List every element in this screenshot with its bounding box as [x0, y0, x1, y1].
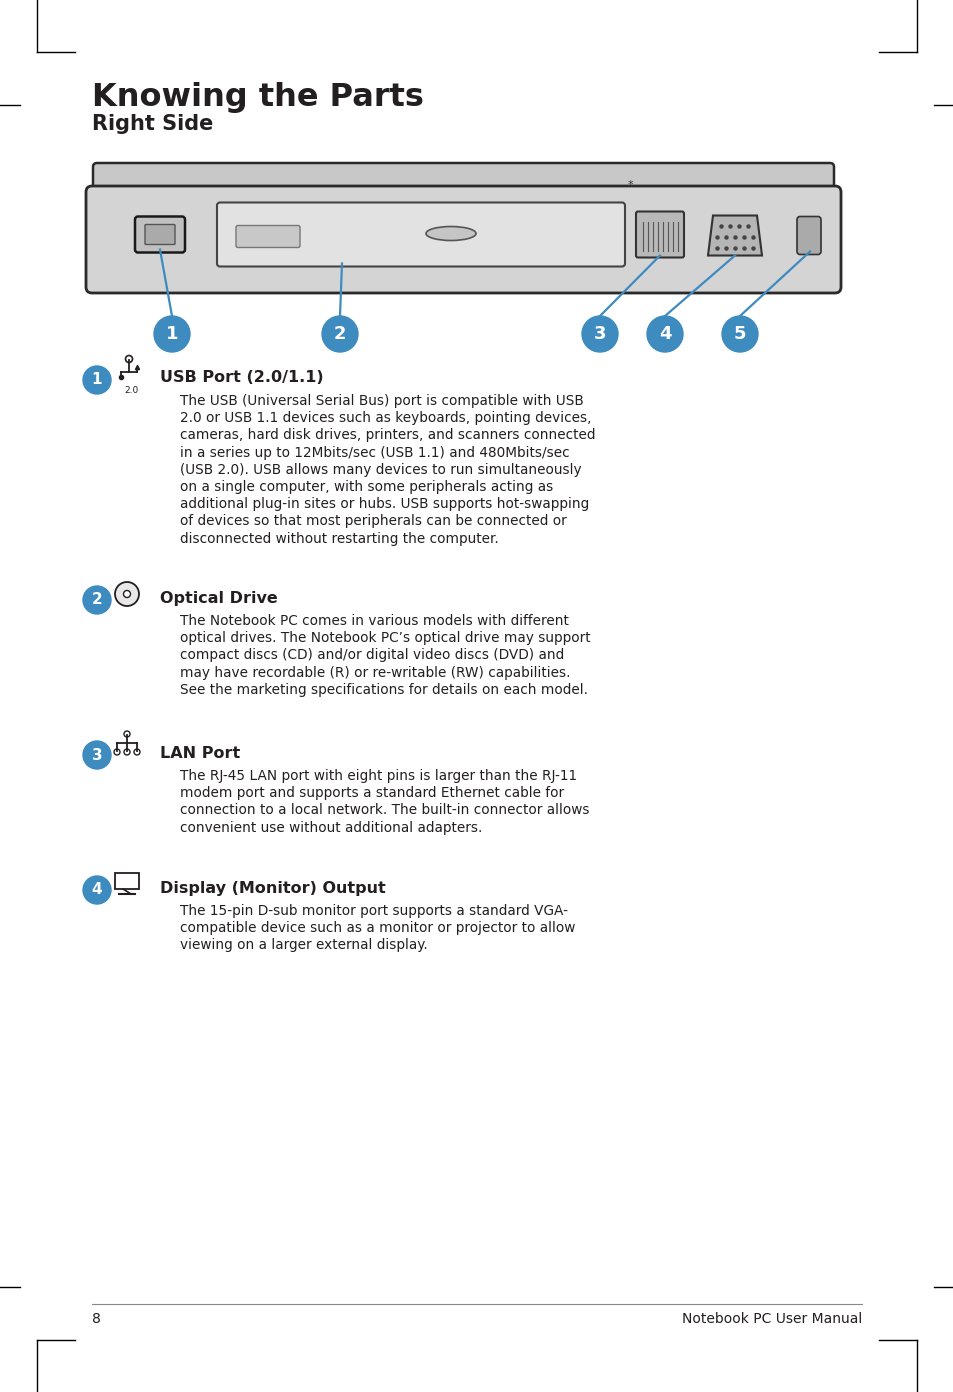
Text: See the marketing specifications for details on each model.: See the marketing specifications for det… — [180, 683, 587, 697]
Text: connection to a local network. The built-in connector allows: connection to a local network. The built… — [180, 803, 589, 817]
Polygon shape — [707, 216, 761, 256]
Text: optical drives. The Notebook PC’s optical drive may support: optical drives. The Notebook PC’s optica… — [180, 631, 590, 646]
Circle shape — [83, 586, 111, 614]
Text: 4: 4 — [91, 883, 102, 898]
Text: disconnected without restarting the computer.: disconnected without restarting the comp… — [180, 532, 498, 546]
Circle shape — [153, 316, 190, 352]
Text: compatible device such as a monitor or projector to allow: compatible device such as a monitor or p… — [180, 922, 575, 935]
Text: convenient use without additional adapters.: convenient use without additional adapte… — [180, 821, 482, 835]
Text: modem port and supports a standard Ethernet cable for: modem port and supports a standard Ether… — [180, 786, 563, 800]
FancyBboxPatch shape — [92, 163, 833, 205]
Text: 1: 1 — [166, 324, 178, 342]
Text: 1: 1 — [91, 373, 102, 387]
Circle shape — [124, 749, 130, 754]
Text: USB Port (2.0/1.1): USB Port (2.0/1.1) — [160, 370, 323, 386]
Circle shape — [115, 582, 139, 606]
Text: 2: 2 — [91, 593, 102, 607]
Text: of devices so that most peripherals can be connected or: of devices so that most peripherals can … — [180, 515, 566, 529]
Text: The Notebook PC comes in various models with different: The Notebook PC comes in various models … — [180, 614, 568, 628]
FancyBboxPatch shape — [86, 187, 841, 292]
FancyBboxPatch shape — [796, 217, 821, 255]
Circle shape — [133, 749, 140, 754]
Ellipse shape — [426, 227, 476, 241]
FancyBboxPatch shape — [235, 226, 299, 248]
Text: viewing on a larger external display.: viewing on a larger external display. — [180, 938, 427, 952]
Circle shape — [124, 731, 130, 736]
Text: *: * — [626, 180, 632, 189]
Text: The USB (Universal Serial Bus) port is compatible with USB: The USB (Universal Serial Bus) port is c… — [180, 394, 583, 408]
Text: cameras, hard disk drives, printers, and scanners connected: cameras, hard disk drives, printers, and… — [180, 429, 595, 443]
FancyBboxPatch shape — [145, 224, 174, 245]
Text: Display (Monitor) Output: Display (Monitor) Output — [160, 881, 385, 895]
Circle shape — [83, 366, 111, 394]
FancyBboxPatch shape — [216, 202, 624, 266]
Circle shape — [721, 316, 758, 352]
Text: 4: 4 — [659, 324, 671, 342]
FancyBboxPatch shape — [135, 217, 185, 252]
Text: 8: 8 — [91, 1313, 101, 1327]
Circle shape — [646, 316, 682, 352]
FancyBboxPatch shape — [636, 212, 683, 258]
Circle shape — [581, 316, 618, 352]
Text: Optical Drive: Optical Drive — [160, 590, 277, 606]
Text: in a series up to 12Mbits/sec (USB 1.1) and 480Mbits/sec: in a series up to 12Mbits/sec (USB 1.1) … — [180, 445, 569, 459]
Text: Right Side: Right Side — [91, 114, 213, 134]
Text: The 15-pin D-sub monitor port supports a standard VGA-: The 15-pin D-sub monitor port supports a… — [180, 903, 567, 917]
Text: (USB 2.0). USB allows many devices to run simultaneously: (USB 2.0). USB allows many devices to ru… — [180, 462, 581, 477]
Text: 2.0: 2.0 — [124, 386, 138, 395]
Text: may have recordable (R) or re-writable (RW) capabilities.: may have recordable (R) or re-writable (… — [180, 665, 570, 679]
Text: Knowing the Parts: Knowing the Parts — [91, 82, 423, 113]
Text: 2: 2 — [334, 324, 346, 342]
Text: compact discs (CD) and/or digital video discs (DVD) and: compact discs (CD) and/or digital video … — [180, 649, 563, 663]
Text: 5: 5 — [733, 324, 745, 342]
Circle shape — [83, 876, 111, 903]
Text: LAN Port: LAN Port — [160, 746, 240, 760]
Circle shape — [322, 316, 357, 352]
Text: Notebook PC User Manual: Notebook PC User Manual — [681, 1313, 862, 1327]
Text: 2.0 or USB 1.1 devices such as keyboards, pointing devices,: 2.0 or USB 1.1 devices such as keyboards… — [180, 411, 591, 425]
Text: 3: 3 — [91, 748, 102, 763]
Circle shape — [113, 749, 120, 754]
Text: on a single computer, with some peripherals acting as: on a single computer, with some peripher… — [180, 480, 553, 494]
Text: additional plug-in sites or hubs. USB supports hot-swapping: additional plug-in sites or hubs. USB su… — [180, 497, 589, 511]
Text: The RJ-45 LAN port with eight pins is larger than the RJ-11: The RJ-45 LAN port with eight pins is la… — [180, 768, 577, 782]
Text: 3: 3 — [593, 324, 605, 342]
Circle shape — [123, 590, 131, 597]
Circle shape — [83, 741, 111, 768]
